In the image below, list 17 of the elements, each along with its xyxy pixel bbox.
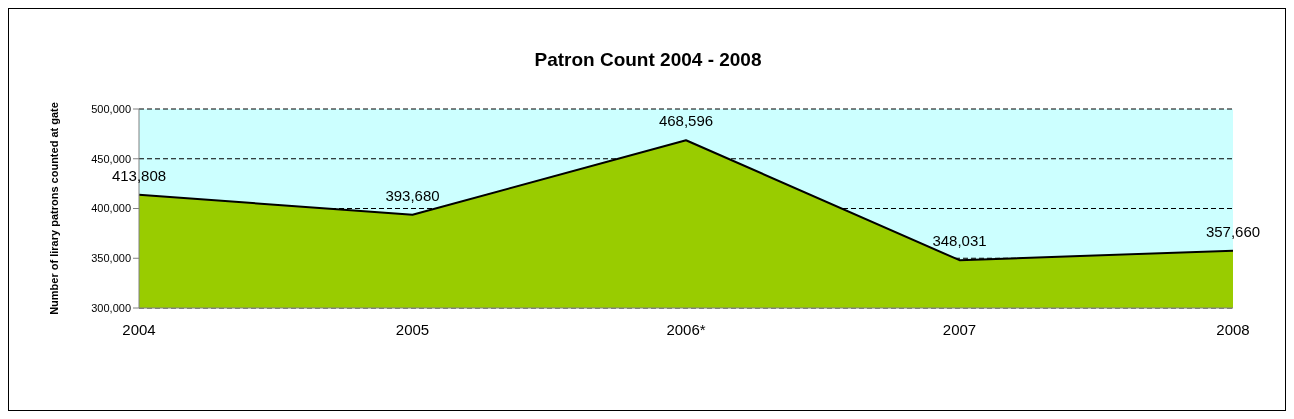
y-tick-label: 450,000: [91, 152, 131, 165]
y-tick-label: 350,000: [91, 252, 131, 265]
y-tick-label: 400,000: [91, 202, 131, 215]
chart-title: Patron Count 2004 - 2008: [533, 49, 763, 71]
x-tick-label: 2004: [122, 320, 156, 338]
x-tick-label: 2008: [1216, 320, 1250, 338]
x-tick-label: 2005: [395, 320, 430, 338]
data-label: 348,031: [932, 232, 987, 250]
x-tick-label: 2006*: [666, 320, 706, 338]
y-tick-label: 500,000: [91, 102, 131, 115]
data-label: 357,660: [1205, 222, 1261, 240]
y-tick-label: 300,000: [91, 301, 131, 314]
data-label: 468,596: [658, 112, 714, 130]
data-label: 413,808: [111, 166, 167, 184]
y-axis-title: Number of lirary patrons counted at gate: [47, 102, 60, 315]
data-label: 393,680: [385, 186, 440, 204]
x-tick-label: 2007: [942, 320, 977, 338]
